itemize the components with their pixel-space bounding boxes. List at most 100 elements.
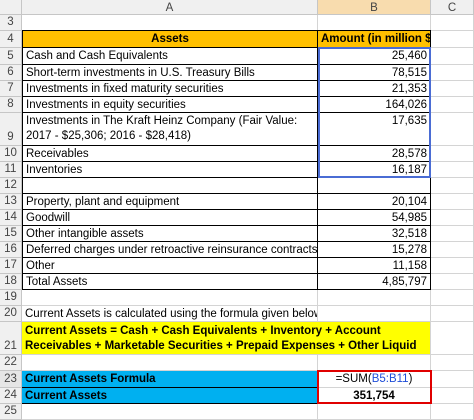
cell: Property, plant and equipment: [22, 193, 318, 210]
cell: 54,985: [317, 209, 431, 226]
row-number: 8: [0, 97, 22, 113]
cell: [431, 388, 474, 404]
cell-text: Current Assets = Cash + Cash Equivalents…: [25, 325, 417, 352]
row-number: 13: [0, 194, 22, 210]
cell: Other intangible assets: [22, 225, 318, 242]
cell: [431, 146, 474, 162]
cell: [318, 404, 431, 420]
cell: Investments in The Kraft Heinz Company (…: [22, 112, 318, 146]
cell-text: Amount (in million $): [321, 33, 431, 45]
cell-text: 25,460: [391, 50, 427, 62]
cell: [431, 113, 474, 146]
cell: [431, 306, 474, 322]
cell: [431, 322, 474, 355]
cell: Short-term investments in U.S. Treasury …: [22, 64, 318, 81]
cell: [431, 162, 474, 178]
cell: Current Assets is calculated using the f…: [22, 306, 318, 322]
cell-text: 164,026: [385, 99, 427, 111]
cell: [431, 97, 474, 113]
cell: Other: [22, 257, 318, 274]
cell: [431, 371, 474, 388]
cell: Amount (in million $): [317, 30, 431, 48]
cell: 11,158: [317, 257, 431, 274]
cell: =SUM(B5:B11): [318, 371, 431, 388]
cell: 351,754: [318, 388, 431, 404]
cell-text: Other intangible assets: [26, 228, 144, 240]
column-header: C: [431, 0, 474, 15]
formula-reference: B5:B11: [371, 373, 409, 385]
cell: [431, 226, 474, 242]
cell: [22, 404, 318, 420]
row-number: 15: [0, 226, 22, 242]
row-number: 11: [0, 162, 22, 178]
cell-text: 20,104: [391, 196, 427, 208]
row-number: 18: [0, 274, 22, 290]
cell: 16,187: [317, 161, 431, 178]
corner: [0, 0, 22, 15]
formula-text: =SUM(: [335, 373, 372, 385]
cell: 32,518: [317, 225, 431, 242]
row-number: 21: [0, 322, 22, 355]
cell: Inventories: [22, 161, 318, 178]
cell: 21,353: [317, 80, 431, 97]
row-number: 12: [0, 178, 22, 194]
cell-text: Total Assets: [26, 276, 88, 288]
row-number: 24: [0, 388, 22, 404]
cell: [431, 258, 474, 274]
cell-text: 17,635: [391, 115, 427, 127]
row-number: 20: [0, 306, 22, 322]
cell: 20,104: [317, 193, 431, 210]
cell: [318, 306, 431, 322]
cell: Current Assets: [22, 388, 318, 404]
cell: Goodwill: [22, 209, 318, 226]
cell: [431, 274, 474, 290]
cell-text: Investments in fixed maturity securities: [26, 83, 224, 95]
row-number: 9: [0, 113, 22, 146]
cell: Investments in equity securities: [22, 96, 318, 113]
cell-text: 16,187: [391, 164, 427, 176]
cell-text: Current Assets: [25, 390, 108, 402]
row-number: 6: [0, 65, 22, 81]
row-number: 16: [0, 242, 22, 258]
cell-text: Goodwill: [26, 212, 71, 224]
cell-text: 32,518: [391, 228, 427, 240]
row-number: 19: [0, 290, 22, 306]
cell: Investments in fixed maturity securities: [22, 80, 318, 97]
cell-text: 21,353: [391, 83, 427, 95]
cell-text: Property, plant and equipment: [26, 196, 180, 208]
cell: Cash and Cash Equivalents: [22, 47, 318, 65]
cell: [431, 404, 474, 420]
cell-text: Investments in The Kraft Heinz Company (…: [26, 115, 298, 142]
cell-text: 4,85,797: [382, 276, 427, 288]
cell-text: Investments in equity securities: [26, 99, 186, 111]
cell-text: 15,278: [391, 244, 427, 256]
cell: [431, 242, 474, 258]
cell: [431, 210, 474, 226]
cell-text: Assets: [151, 33, 189, 45]
cell: [22, 177, 318, 194]
cell: Deferred charges under retroactive reins…: [22, 241, 318, 258]
cell: [22, 15, 318, 31]
cell: Current Assets = Cash + Cash Equivalents…: [22, 322, 431, 355]
row-number: 3: [0, 15, 22, 31]
cell: Total Assets: [22, 273, 318, 290]
cell-text: Current Assets is calculated using the f…: [25, 308, 318, 320]
cell: [318, 15, 431, 31]
cell: [318, 290, 431, 306]
cell-text: Other: [26, 260, 55, 272]
cell-text: Current Assets Formula: [25, 373, 156, 385]
row-number: 17: [0, 258, 22, 274]
cell: [22, 355, 318, 371]
cell: [22, 290, 318, 306]
cell: [431, 48, 474, 65]
cell: Current Assets Formula: [22, 371, 318, 388]
cell: 4,85,797: [317, 273, 431, 290]
cell: [431, 65, 474, 81]
cell: 78,515: [317, 64, 431, 81]
cell: [431, 178, 474, 194]
cell-text: Receivables: [26, 148, 89, 160]
cell: Receivables: [22, 145, 318, 162]
cell-text: Short-term investments in U.S. Treasury …: [26, 67, 255, 79]
column-header: A: [22, 0, 318, 15]
